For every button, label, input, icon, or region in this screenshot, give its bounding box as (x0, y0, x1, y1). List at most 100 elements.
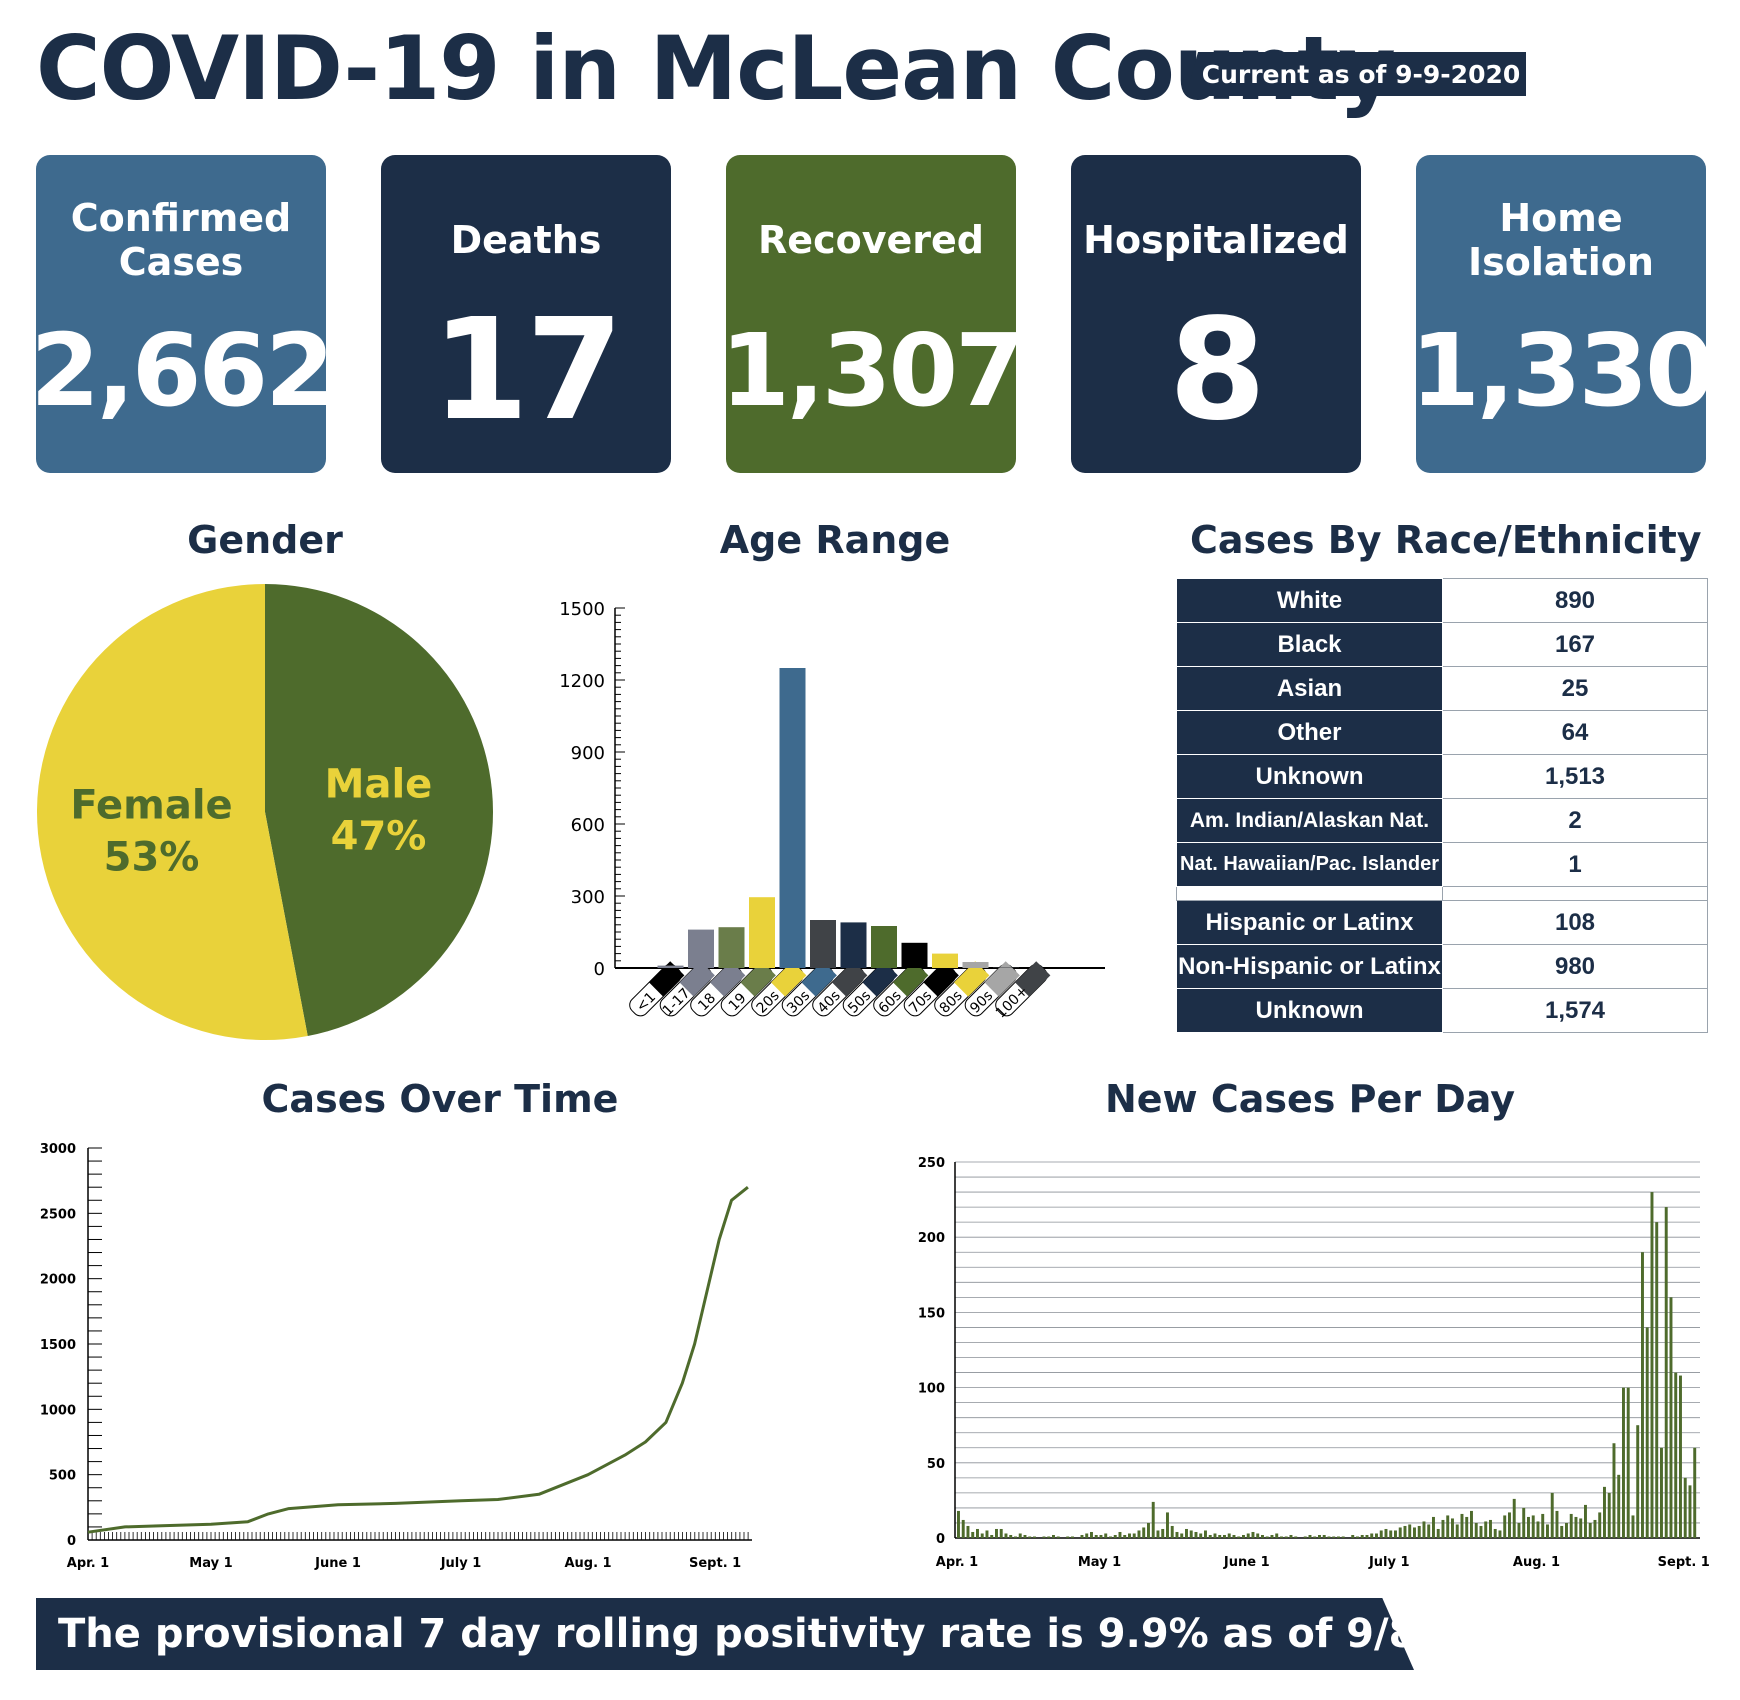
daily-bar (1218, 1534, 1222, 1538)
daily-bar (1327, 1536, 1331, 1538)
daily-bar (1527, 1516, 1530, 1538)
daily-bar (1066, 1536, 1070, 1538)
cases-over-time-chart: 0 500 1000 1500 2000 2500 3000 Apr. 1 May 1 June … (40, 1142, 752, 1571)
age-bar-30s (779, 668, 806, 968)
stat-card-recovered: Recovered 1,307 (720, 155, 1025, 473)
daily-bar (976, 1528, 979, 1538)
daily-bar (1265, 1536, 1269, 1538)
race-value: 167 (1442, 622, 1708, 667)
daily-bar (1655, 1222, 1659, 1538)
stat-card-hospitalized: Hospitalized 8 (1071, 155, 1361, 473)
age-tag-band (862, 961, 898, 997)
ethnicity-label: Unknown (1176, 988, 1443, 1033)
race-title: Cases By Race/Ethnicity (1190, 518, 1702, 562)
daily-bar (1394, 1530, 1397, 1538)
age-tag-<1: <1 (629, 961, 685, 1017)
race-label: Asian (1176, 666, 1443, 711)
race-label: Nat. Hawaiian/Pac. Islander (1176, 842, 1443, 887)
age-tag-18: 18 (690, 961, 746, 1017)
daily-bar (1261, 1534, 1264, 1538)
daily-bar (1375, 1533, 1378, 1538)
age-tag-band (740, 961, 776, 997)
x-tick-label: Sept. 1 (1658, 1555, 1710, 1570)
age-tag-band (649, 961, 685, 997)
daily-bar (1617, 1474, 1621, 1538)
race-value: 1 (1442, 842, 1708, 887)
table-row: Nat. Hawaiian/Pac. Islander 1 (1176, 842, 1708, 887)
daily-bar (1550, 1492, 1554, 1538)
y-tick-label: 300 (571, 887, 605, 908)
y-tick-label: 600 (571, 815, 605, 836)
age-bar-60s (871, 926, 897, 968)
pie-percent-female: 53% (104, 835, 200, 881)
daily-bar (1479, 1525, 1483, 1538)
x-tick-label: July 1 (440, 1556, 482, 1571)
y-tick-label: 150 (918, 1306, 945, 1321)
daily-bar (1422, 1521, 1426, 1538)
stat-label: Hospitalized (1083, 218, 1349, 263)
daily-bar (1622, 1387, 1625, 1538)
daily-bar (1166, 1512, 1169, 1538)
daily-bar (1626, 1387, 1630, 1538)
race-value: 64 (1442, 710, 1708, 755)
daily-bar (1251, 1531, 1255, 1538)
race-ethnicity-table: White 890 Black 167 Asian 25 Other 64 Un… (1176, 578, 1708, 1033)
daily-bar (1284, 1536, 1288, 1538)
y-tick-label: 0 (936, 1532, 945, 1547)
daily-bar (1303, 1536, 1307, 1538)
age-title: Age Range (719, 518, 951, 562)
daily-bar (1645, 1327, 1649, 1538)
race-label: Other (1176, 710, 1443, 755)
daily-bar (1109, 1536, 1112, 1538)
daily-bar (1679, 1375, 1682, 1538)
daily-bar (1674, 1372, 1678, 1538)
daily-bar (1213, 1533, 1217, 1538)
x-tick-label: May 1 (1078, 1555, 1121, 1570)
ethnicity-value: 1,574 (1442, 988, 1708, 1033)
stat-label: Home Isolation (1468, 196, 1654, 284)
daily-bar (1047, 1536, 1051, 1538)
ethnicity-value: 108 (1442, 900, 1708, 945)
daily-bar (971, 1531, 975, 1538)
age-bar-<1 (627, 967, 653, 968)
daily-bar (1322, 1534, 1326, 1538)
table-row: Asian 25 (1176, 666, 1708, 711)
daily-bar (1555, 1510, 1559, 1538)
age-tag-30s: 30s (781, 961, 837, 1017)
daily-bar (1018, 1533, 1022, 1538)
daily-bar (1189, 1530, 1193, 1538)
daily-bar (1256, 1533, 1260, 1538)
new-cases-per-day-chart: 0 50 100 150 200 250 Apr. 1 May 1 June 1 July 1 Au… (918, 1156, 1710, 1570)
daily-bar (1560, 1525, 1564, 1538)
daily-bar (1664, 1207, 1668, 1538)
daily-bar (1289, 1534, 1293, 1538)
race-value: 2 (1442, 798, 1708, 843)
daily-bar (1132, 1533, 1136, 1538)
ethnicity-value: 980 (1442, 944, 1708, 989)
daily-bar (1194, 1531, 1198, 1538)
daily-bar (1441, 1519, 1445, 1538)
pie-label-female: Female (70, 783, 232, 829)
daily-bar (1170, 1525, 1174, 1538)
daily-bar (1014, 1536, 1017, 1538)
age-tag-band (954, 961, 990, 997)
y-tick-label: 1000 (40, 1403, 76, 1418)
y-tick-label: 250 (918, 1156, 945, 1171)
daily-bar (1631, 1515, 1635, 1538)
cases-over-time-title: Cases Over Time (261, 1077, 619, 1121)
daily-bar (1508, 1512, 1511, 1538)
daily-bar (1688, 1485, 1692, 1538)
daily-bar (1161, 1528, 1165, 1538)
daily-bar (1498, 1530, 1502, 1538)
daily-bar (1308, 1534, 1312, 1538)
age-tag-band (832, 961, 868, 997)
daily-bar (1237, 1536, 1241, 1538)
daily-bar (1531, 1515, 1535, 1538)
daily-bar (995, 1528, 998, 1538)
daily-bar (1356, 1536, 1359, 1538)
daily-bar (1151, 1501, 1155, 1538)
daily-bar (1389, 1530, 1393, 1538)
age-bar-40s (810, 920, 836, 968)
daily-bar (1384, 1528, 1388, 1538)
separator-cell (1442, 886, 1708, 901)
